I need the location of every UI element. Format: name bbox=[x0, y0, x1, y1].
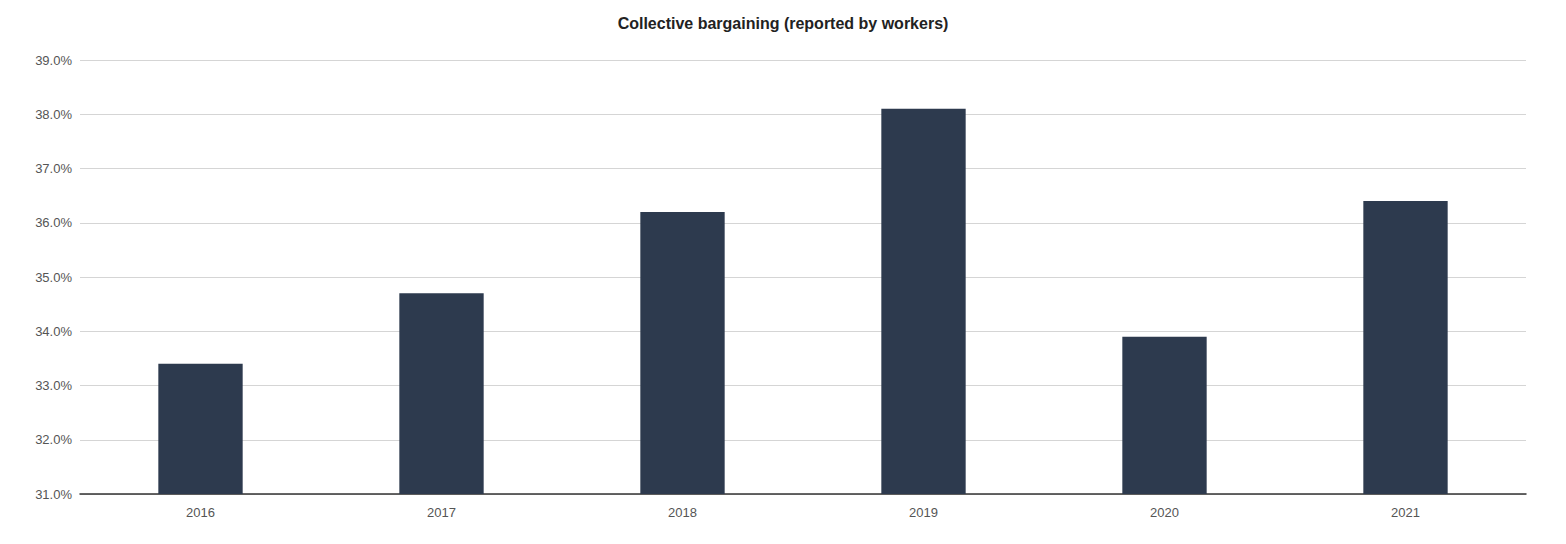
svg-text:32.0%: 32.0% bbox=[35, 432, 72, 447]
svg-text:2021: 2021 bbox=[1391, 505, 1420, 520]
svg-text:2016: 2016 bbox=[186, 505, 215, 520]
svg-text:2017: 2017 bbox=[427, 505, 456, 520]
svg-text:37.0%: 37.0% bbox=[35, 161, 72, 176]
svg-text:34.0%: 34.0% bbox=[35, 324, 72, 339]
svg-text:Collective bargaining (reporte: Collective bargaining (reported by worke… bbox=[618, 15, 949, 32]
svg-text:2019: 2019 bbox=[909, 505, 938, 520]
svg-text:36.0%: 36.0% bbox=[35, 215, 72, 230]
svg-text:38.0%: 38.0% bbox=[35, 107, 72, 122]
svg-text:2020: 2020 bbox=[1150, 505, 1179, 520]
svg-text:39.0%: 39.0% bbox=[35, 53, 72, 68]
svg-text:35.0%: 35.0% bbox=[35, 270, 72, 285]
svg-text:2018: 2018 bbox=[668, 505, 697, 520]
svg-text:31.0%: 31.0% bbox=[35, 487, 72, 502]
svg-text:33.0%: 33.0% bbox=[35, 378, 72, 393]
